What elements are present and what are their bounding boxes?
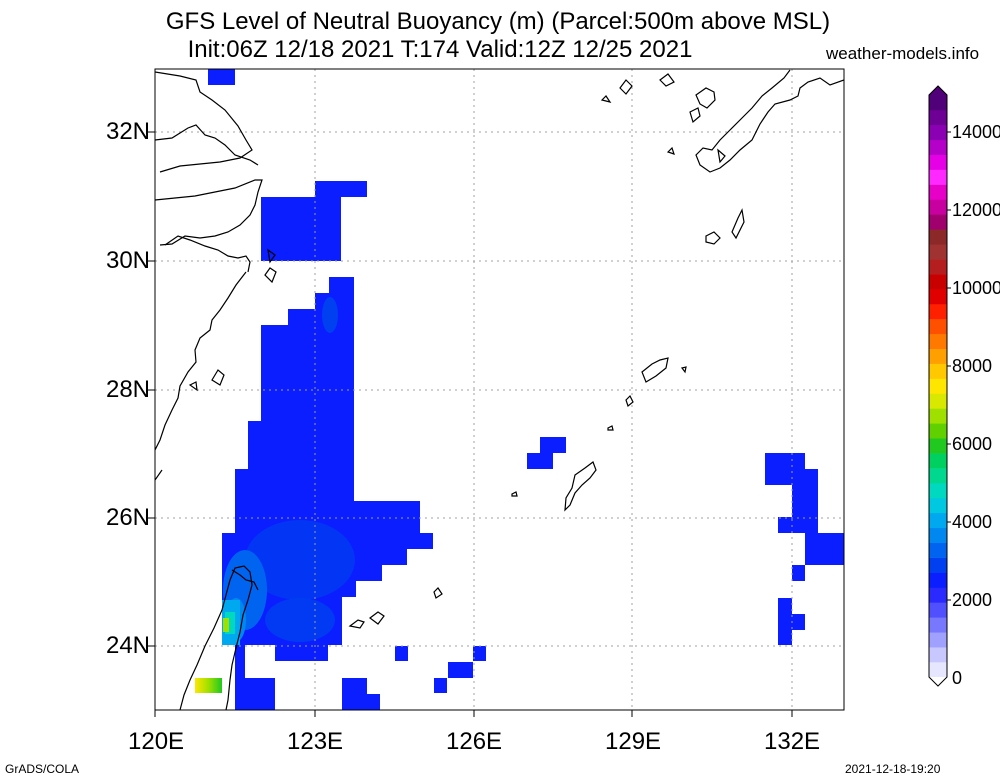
footer-credit: GrADS/COLA [5,762,80,776]
colorbar-label-6000: 6000 [952,434,993,454]
title-line-1: GFS Level of Neutral Buoyancy (m) (Parce… [165,8,831,35]
colorbar-swatch [929,274,947,290]
lon-label-126e: 126E [446,728,503,755]
lon-label-132e: 132E [764,728,821,755]
colorbar-swatch [929,184,947,200]
colorbar-cap-bottom [929,677,947,686]
colorbar-swatch [929,483,947,499]
site-label: weather-models.info [826,44,980,63]
colorbar-swatch [929,408,947,424]
colorbar-swatch [929,109,947,126]
colorbar-swatch [929,154,947,170]
colorbar-swatch [929,587,947,603]
colorbar-label-0: 0 [952,668,963,688]
colorbar-swatch [929,662,947,678]
lat-label-30n: 30N [105,247,150,274]
colorbar-swatch [929,169,947,185]
colorbar-swatch [929,303,947,320]
colorbar-swatch [929,199,947,215]
colorbar-cap-top [929,86,947,95]
colorbar-label-14000: 14000 [952,122,1000,142]
colorbar-swatch [929,557,947,573]
colorbar-swatch [929,468,947,484]
lat-label-28n: 28N [105,376,150,403]
colorbar-swatch [929,438,947,454]
lon-label-123e: 123E [287,728,344,755]
lon-label-129e: 129E [605,728,662,755]
colorbar-label-8000: 8000 [952,356,993,376]
colorbar-swatch [929,378,947,394]
colorbar-swatch [929,542,947,558]
colorbar-swatch [929,393,947,409]
lon-label-120e: 120E [128,728,185,755]
colorbar-label-12000: 12000 [952,200,1000,220]
colorbar-label-10000: 10000 [952,278,1000,298]
colorbar-swatch [929,333,947,349]
colorbar-swatch [929,363,947,379]
lat-label-32n: 32N [105,118,150,145]
colorbar-swatch [929,348,947,364]
colorbar-swatch [929,453,947,469]
colorbar-swatch [929,259,947,275]
colorbar-swatch [929,617,947,633]
colorbar-swatch [929,632,947,648]
colorbar-swatch [929,124,947,141]
colorbar-label-2000: 2000 [952,590,993,610]
colorbar-swatch [929,497,947,514]
colorbar-label-4000: 4000 [952,512,993,532]
colorbar-swatch [929,244,947,260]
colorbar-swatch [929,318,947,335]
colorbar-swatch [929,289,947,305]
colorbar [928,85,951,687]
title-line-2: Init:06Z 12/18 2021 T:174 Valid:12Z 12/2… [187,36,693,63]
footer-timestamp: 2021-12-18-19:20 [845,762,941,776]
colorbar-swatch [929,139,947,155]
lnb-shading [208,69,844,710]
colorbar-swatch [929,229,947,245]
colorbar-swatch [929,423,947,439]
colorbar-swatch [929,572,947,588]
lat-label-24n: 24N [105,632,150,659]
axis-ticks [148,131,793,717]
lat-label-26n: 26N [105,504,150,531]
colorbar-outline [928,85,948,687]
colorbar-swatch [929,602,947,618]
colorbar-swatch [929,647,947,663]
colorbar-swatch [929,95,947,111]
colorbar-swatch [929,527,947,543]
colorbar-swatch [929,512,947,529]
colorbar-swatch [929,214,947,230]
coastlines [155,69,844,710]
map-area [155,69,844,710]
